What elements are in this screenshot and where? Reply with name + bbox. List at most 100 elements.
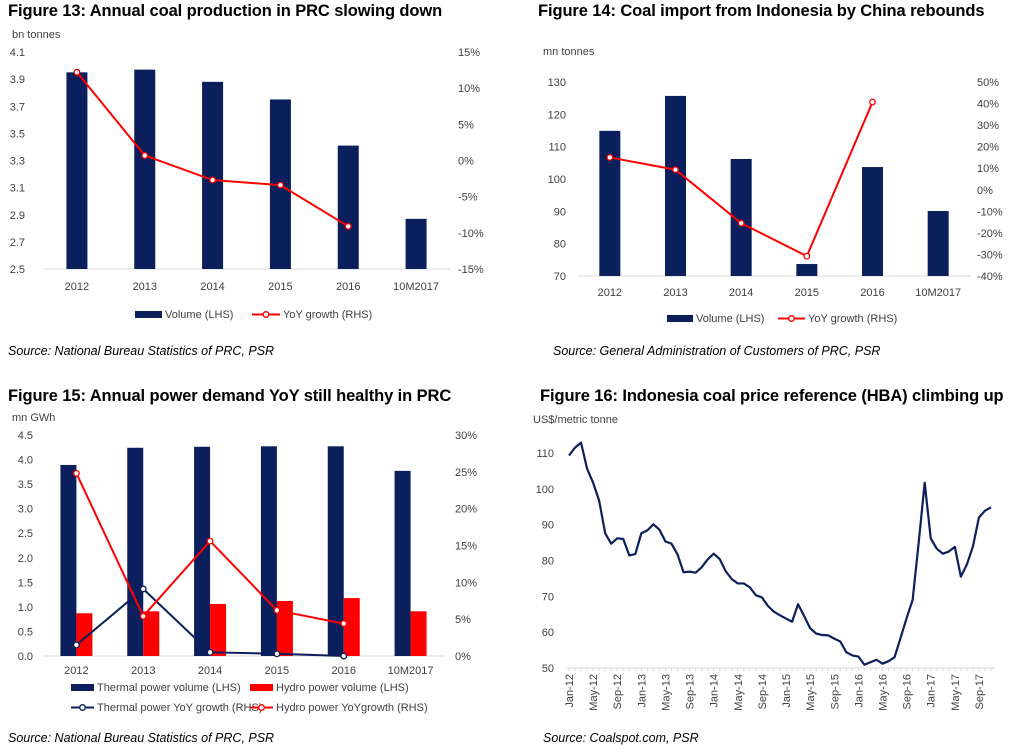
bar-2014 [730, 158, 752, 276]
bar-2015 [796, 264, 818, 276]
line-marker [206, 537, 214, 545]
right-tick-label: 25% [455, 467, 477, 479]
y-axis-label: mn tonnes [543, 46, 595, 58]
bar-2012 [599, 130, 621, 276]
date-tick-label: May-13 [660, 674, 672, 711]
category-label: 2013 [133, 281, 157, 293]
legend-marker [788, 315, 795, 322]
date-tick-label: Sep-15 [829, 674, 841, 709]
line-marker [672, 166, 679, 174]
bar-2016 [343, 598, 360, 656]
bar-2012 [76, 613, 93, 656]
right-tick-label: 10% [977, 163, 999, 175]
line-marker [273, 606, 281, 614]
line-marker [72, 469, 80, 477]
right-tick-label: 50% [977, 77, 999, 89]
category-label: 10M2017 [393, 281, 439, 293]
left-tick-label: 4.1 [10, 47, 25, 59]
figure-16-title: Figure 16: Indonesia coal price referenc… [540, 387, 1004, 405]
legend-swatch-bar [250, 684, 273, 691]
category-label: 2013 [131, 665, 155, 677]
right-tick-label: 0% [455, 651, 471, 663]
bar-2013 [665, 95, 686, 276]
right-tick-label: 20% [977, 142, 999, 154]
right-tick-label: -15% [458, 264, 484, 276]
line-marker [803, 252, 811, 260]
line-marker [73, 68, 81, 76]
right-tick-label: 30% [455, 430, 477, 442]
line-marker [206, 648, 214, 656]
figure-15-source: Source: National Bureau Statistics of PR… [8, 731, 275, 745]
legend-label: Volume (LHS) [165, 309, 233, 321]
y-axis-label: US$/metric tonne [533, 414, 618, 426]
left-tick-label: 1.5 [18, 577, 33, 589]
legend-label: YoY growth (RHS) [283, 309, 372, 321]
date-tick-label: May-14 [733, 674, 745, 711]
bar-10M2017 [410, 611, 427, 656]
category-label: 2014 [729, 287, 753, 299]
bar-2016 [327, 446, 344, 656]
bar-2016 [862, 167, 883, 276]
left-tick-label: 2.5 [10, 264, 25, 276]
hba-price-line [568, 441, 992, 666]
legend-swatch-bar [71, 684, 94, 691]
category-label: 2014 [200, 281, 224, 293]
legend-marker [262, 311, 270, 318]
line-marker [276, 181, 284, 189]
date-tick-label: May-16 [877, 674, 889, 711]
legend-marker [258, 704, 265, 711]
y-axis-label: bn tonnes [12, 29, 61, 41]
right-tick-label: 20% [455, 504, 477, 516]
date-tick-label: Jan-16 [853, 674, 865, 708]
line-marker [139, 612, 147, 620]
left-tick-label: 0.0 [18, 651, 33, 663]
line-marker [209, 176, 217, 184]
right-tick-label: 5% [455, 614, 471, 626]
date-tick-label: Sep-16 [902, 674, 914, 709]
line-marker [141, 151, 149, 159]
left-tick-label: 2.9 [10, 210, 25, 222]
bar-2013 [127, 447, 144, 656]
right-tick-label: 0% [977, 185, 993, 197]
figure-15-title: Figure 15: Annual power demand YoY still… [8, 387, 452, 405]
right-tick-label: -10% [458, 228, 484, 240]
left-tick-label: 0.5 [18, 626, 33, 638]
figure-14-source: Source: General Administration of Custom… [553, 344, 881, 358]
right-tick-label: 0% [458, 156, 474, 168]
right-tick-label: 10% [458, 83, 480, 95]
date-tick-label: May-15 [805, 674, 817, 711]
left-tick-label: 80 [554, 239, 566, 251]
right-tick-label: 15% [455, 541, 477, 553]
bar-2012 [66, 72, 88, 269]
left-tick-label: 2.5 [18, 528, 33, 540]
legend-swatch-bar [667, 315, 693, 322]
left-tick-label: 3.9 [10, 74, 25, 86]
category-label: 2012 [64, 665, 88, 677]
date-tick-label: Jan-13 [636, 674, 648, 708]
left-tick-label: 90 [542, 520, 554, 532]
left-tick-label: 130 [548, 77, 566, 89]
category-label: 2016 [336, 281, 360, 293]
category-label: 10M2017 [388, 665, 434, 677]
legend-label: Thermal power volume (LHS) [97, 682, 241, 694]
figure-13-title: Figure 13: Annual coal production in PRC… [8, 2, 443, 20]
category-label: 2015 [265, 665, 289, 677]
right-tick-label: -5% [458, 192, 478, 204]
left-tick-label: 70 [554, 271, 566, 283]
left-tick-label: 3.3 [10, 156, 25, 168]
right-tick-label: 10% [455, 577, 477, 589]
bar-10M2017 [927, 211, 949, 276]
series-line [75, 472, 344, 625]
legend-label: Hydro power volume (LHS) [276, 682, 409, 694]
bar-2014 [210, 603, 227, 656]
left-tick-label: 4.5 [18, 430, 33, 442]
date-tick-label: Jan-17 [926, 674, 938, 708]
line-marker [273, 650, 281, 658]
right-tick-label: 30% [977, 120, 999, 132]
left-tick-label: 110 [536, 448, 554, 460]
left-tick-label: 120 [548, 109, 566, 121]
right-tick-label: 15% [458, 47, 480, 59]
left-tick-label: 100 [548, 174, 566, 186]
legend-label: Hydro power YoYgrowth (RHS) [276, 702, 428, 714]
legend-label: YoY growth (RHS) [808, 313, 897, 325]
